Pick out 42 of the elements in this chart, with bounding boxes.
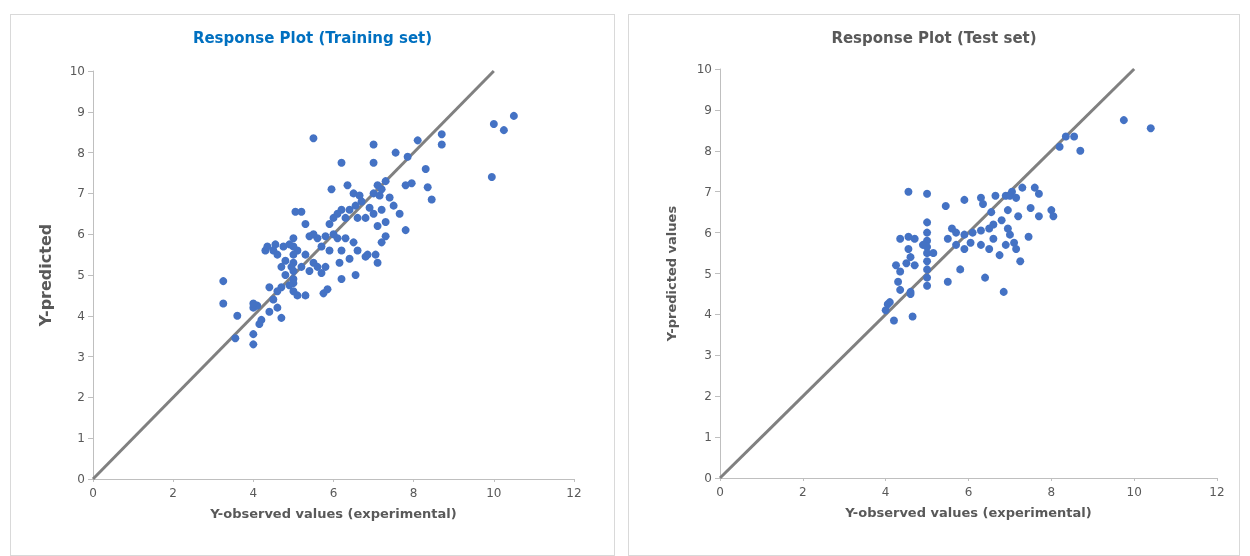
x-tick-label: 10	[1126, 485, 1142, 499]
y-tick-label: 9	[77, 104, 85, 119]
y-axis-title: Y-predicted values	[664, 205, 679, 343]
y-tick-label: 0	[77, 472, 85, 486]
y-tick-label: 4	[704, 307, 712, 322]
x-tick-label: 6	[964, 485, 973, 499]
y-tick-label: 3	[704, 348, 712, 363]
x-tick-label: 2	[799, 485, 807, 499]
y-tick-label: 7	[704, 184, 712, 199]
chart-title: Response Plot (Training set)	[192, 28, 433, 47]
y-tick-label: 8	[704, 143, 712, 158]
x-tick-label: 12	[566, 486, 582, 500]
y-tick-label: 6	[77, 227, 85, 242]
x-tick-label: 10	[486, 486, 502, 500]
y-tick-label: 6	[704, 225, 712, 240]
y-tick-label: 1	[77, 431, 85, 446]
x-tick-label: 6	[329, 486, 338, 500]
chart-title: Response Plot (Test set)	[831, 28, 1037, 47]
y-tick-label: 0	[704, 471, 712, 485]
x-tick-label: 0	[89, 486, 97, 500]
x-tick-label: 8	[409, 486, 418, 500]
x-tick-label: 12	[1209, 485, 1225, 499]
y-tick-label: 4	[77, 308, 85, 323]
x-tick-label: 4	[881, 485, 890, 499]
y-tick-label: 5	[704, 266, 712, 281]
x-tick-label: 2	[169, 486, 177, 500]
y-tick-label: 1	[704, 430, 712, 445]
y-tick-label: 2	[704, 389, 712, 404]
x-axis-title: Y-observed values (experimental)	[209, 506, 457, 521]
y-tick-label: 8	[77, 145, 85, 160]
x-tick-label: 0	[716, 485, 724, 499]
y-tick-label: 10	[696, 62, 712, 76]
x-axis-title: Y-observed values (experimental)	[844, 505, 1092, 520]
y-tick-label: 2	[77, 390, 85, 405]
x-tick-label: 4	[249, 486, 258, 500]
y-axis-title: Y-predicted	[35, 223, 55, 328]
y-tick-label: 3	[77, 349, 85, 364]
y-tick-label: 7	[77, 186, 85, 201]
y-tick-label: 10	[69, 64, 85, 78]
y-tick-label: 5	[77, 268, 85, 282]
x-tick-label: 8	[1047, 485, 1056, 499]
y-tick-label: 9	[704, 102, 712, 117]
